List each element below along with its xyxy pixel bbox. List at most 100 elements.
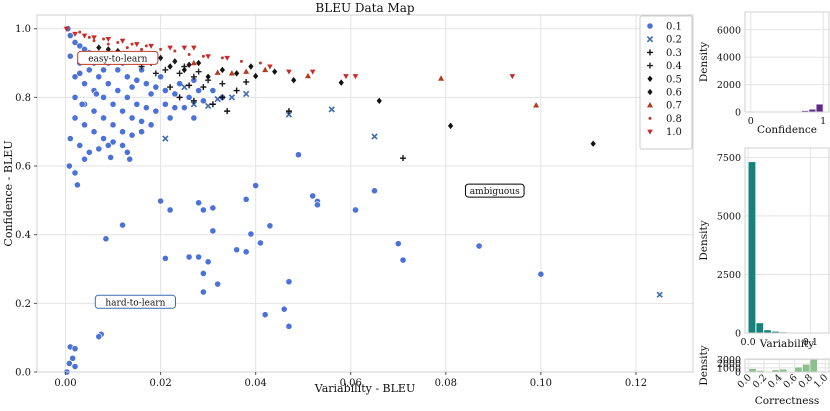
data-point xyxy=(72,115,78,121)
data-point xyxy=(352,207,358,213)
x-axis-label: Variability - BLEU xyxy=(314,382,415,395)
hist-y-tick-label: 4000 xyxy=(717,53,741,64)
y-tick-label: 0.8 xyxy=(15,93,31,104)
data-point xyxy=(81,81,87,87)
data-point xyxy=(153,84,159,90)
data-point xyxy=(120,39,126,44)
data-point xyxy=(339,79,344,85)
data-point xyxy=(110,101,116,107)
x-tick-label: 0.02 xyxy=(149,378,171,389)
hist-y-tick-label: 3000 xyxy=(717,355,741,366)
data-point xyxy=(96,74,102,80)
data-point xyxy=(172,105,178,111)
data-point xyxy=(67,135,73,141)
data-point xyxy=(72,346,78,352)
data-point xyxy=(119,222,125,228)
data-point xyxy=(400,257,406,263)
data-point xyxy=(86,67,92,73)
data-point xyxy=(215,69,221,74)
data-point xyxy=(116,41,119,44)
legend-label: 0.7 xyxy=(666,101,682,112)
data-point xyxy=(196,254,202,260)
data-point xyxy=(191,60,197,65)
hist-x-tick-label: 0.0 xyxy=(741,337,756,348)
hist-y-tick-label: 7500 xyxy=(717,153,741,164)
data-point xyxy=(253,183,259,189)
data-point xyxy=(86,149,92,155)
data-point xyxy=(438,75,444,80)
series-0.7 xyxy=(191,60,539,108)
data-point xyxy=(286,70,292,75)
data-point xyxy=(371,188,377,194)
data-point xyxy=(229,70,235,75)
data-point xyxy=(162,255,168,261)
data-point xyxy=(243,68,249,73)
data-point xyxy=(66,163,72,169)
histogram-bar xyxy=(803,365,810,372)
data-point xyxy=(234,70,239,76)
data-point xyxy=(138,129,144,135)
annotation-label: ambiguous xyxy=(470,187,520,197)
series-0.3 xyxy=(167,79,406,161)
data-point xyxy=(91,129,97,135)
hist-y-tick-label: 5000 xyxy=(717,211,741,222)
data-point xyxy=(182,67,187,73)
x-tick-label: 0.00 xyxy=(54,378,76,389)
data-point xyxy=(105,142,111,148)
data-point xyxy=(162,101,168,107)
data-point xyxy=(145,44,148,47)
data-point xyxy=(286,279,292,285)
data-point xyxy=(244,91,249,96)
hist-y-axis-label: Density xyxy=(698,42,710,82)
data-point xyxy=(177,81,183,87)
data-point xyxy=(72,170,78,176)
data-point xyxy=(129,115,135,121)
data-point xyxy=(243,79,249,85)
hist-y-axis-label: Density xyxy=(698,220,710,260)
data-point xyxy=(108,154,114,160)
data-point xyxy=(253,73,258,79)
data-point xyxy=(305,73,311,78)
data-point xyxy=(157,198,163,204)
data-point xyxy=(162,87,168,93)
data-point xyxy=(234,247,240,253)
data-point xyxy=(248,63,253,69)
data-point xyxy=(96,334,102,340)
x-tick-label: 0.12 xyxy=(625,378,647,389)
data-point xyxy=(206,74,211,80)
histogram-bar xyxy=(816,104,822,112)
data-point xyxy=(167,46,173,51)
data-point xyxy=(172,58,177,64)
data-point xyxy=(81,122,87,128)
data-point xyxy=(310,70,316,75)
data-point xyxy=(205,259,211,265)
data-point xyxy=(119,108,125,114)
data-point xyxy=(105,81,111,87)
data-point xyxy=(196,60,201,66)
data-point xyxy=(126,46,129,49)
data-point xyxy=(186,254,192,260)
data-point xyxy=(67,32,73,38)
data-point xyxy=(77,70,83,76)
data-point xyxy=(181,105,187,111)
hist-y-tick-label: 2500 xyxy=(717,270,741,281)
plot-frame xyxy=(37,15,693,372)
data-point xyxy=(103,236,109,242)
data-point xyxy=(127,156,133,162)
data-point xyxy=(134,77,140,83)
data-point xyxy=(115,67,121,73)
data-point xyxy=(310,193,316,199)
data-point xyxy=(100,67,106,73)
legend-label: 1.0 xyxy=(666,127,682,138)
y-tick-label: 1.0 xyxy=(15,24,31,35)
legend-label: 0.2 xyxy=(666,35,682,46)
y-tick-label: 0.6 xyxy=(15,162,31,173)
data-point xyxy=(129,84,135,90)
x-tick-label: 0.08 xyxy=(435,378,457,389)
data-point xyxy=(219,81,225,87)
data-point xyxy=(202,55,205,58)
data-point xyxy=(248,231,254,237)
data-point xyxy=(210,101,216,107)
data-point xyxy=(533,102,539,107)
